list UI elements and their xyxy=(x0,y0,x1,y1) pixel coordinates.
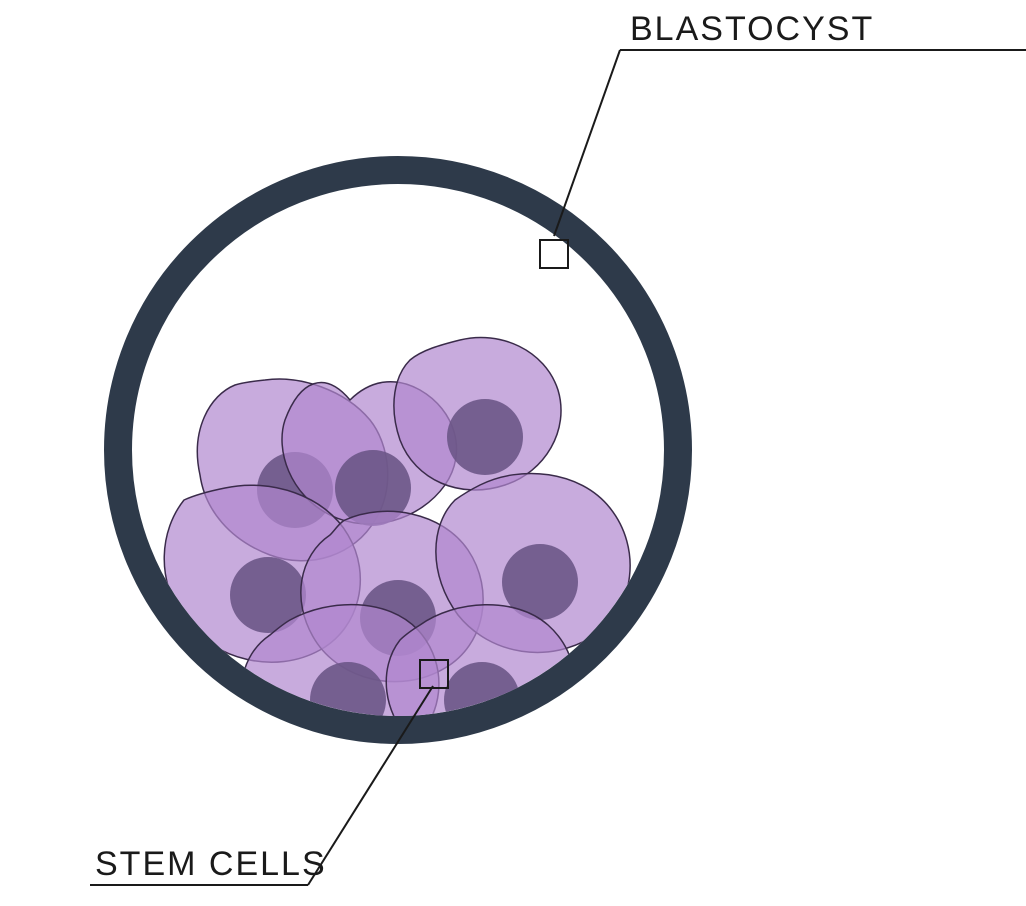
label-blastocyst: BLASTOCYST xyxy=(540,10,1026,268)
cell-nucleus xyxy=(447,399,523,475)
stem-cells-cluster xyxy=(164,337,630,768)
label-blastocyst-text: BLASTOCYST xyxy=(630,10,874,48)
blastocyst-diagram: BLASTOCYST STEM CELLS xyxy=(0,0,1026,906)
label-stem-cells-text: STEM CELLS xyxy=(95,845,327,883)
